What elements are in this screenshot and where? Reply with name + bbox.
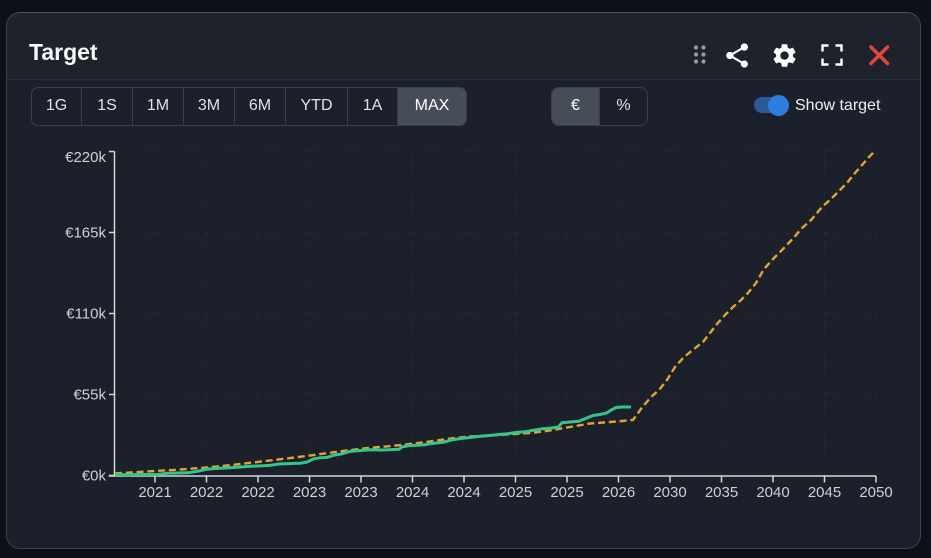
svg-text:2024: 2024 [396, 484, 429, 501]
svg-text:2023: 2023 [293, 484, 326, 501]
svg-text:2021: 2021 [138, 484, 171, 501]
svg-text:2040: 2040 [756, 484, 789, 501]
svg-text:2025: 2025 [550, 484, 583, 501]
svg-text:2050: 2050 [859, 484, 892, 501]
svg-text:€110k: €110k [66, 306, 106, 323]
svg-text:2035: 2035 [705, 484, 738, 501]
svg-text:2022: 2022 [241, 484, 274, 501]
svg-text:€0k: €0k [82, 468, 107, 485]
svg-text:2024: 2024 [447, 484, 480, 501]
svg-text:2030: 2030 [653, 484, 686, 501]
svg-text:2025: 2025 [499, 484, 532, 501]
svg-text:2045: 2045 [808, 484, 841, 501]
svg-text:2026: 2026 [602, 484, 635, 501]
svg-text:€220k: €220k [65, 149, 106, 166]
svg-text:€55k: €55k [73, 387, 106, 404]
svg-text:2023: 2023 [344, 484, 377, 501]
svg-text:2022: 2022 [190, 484, 223, 501]
svg-text:€165k: €165k [65, 225, 106, 242]
